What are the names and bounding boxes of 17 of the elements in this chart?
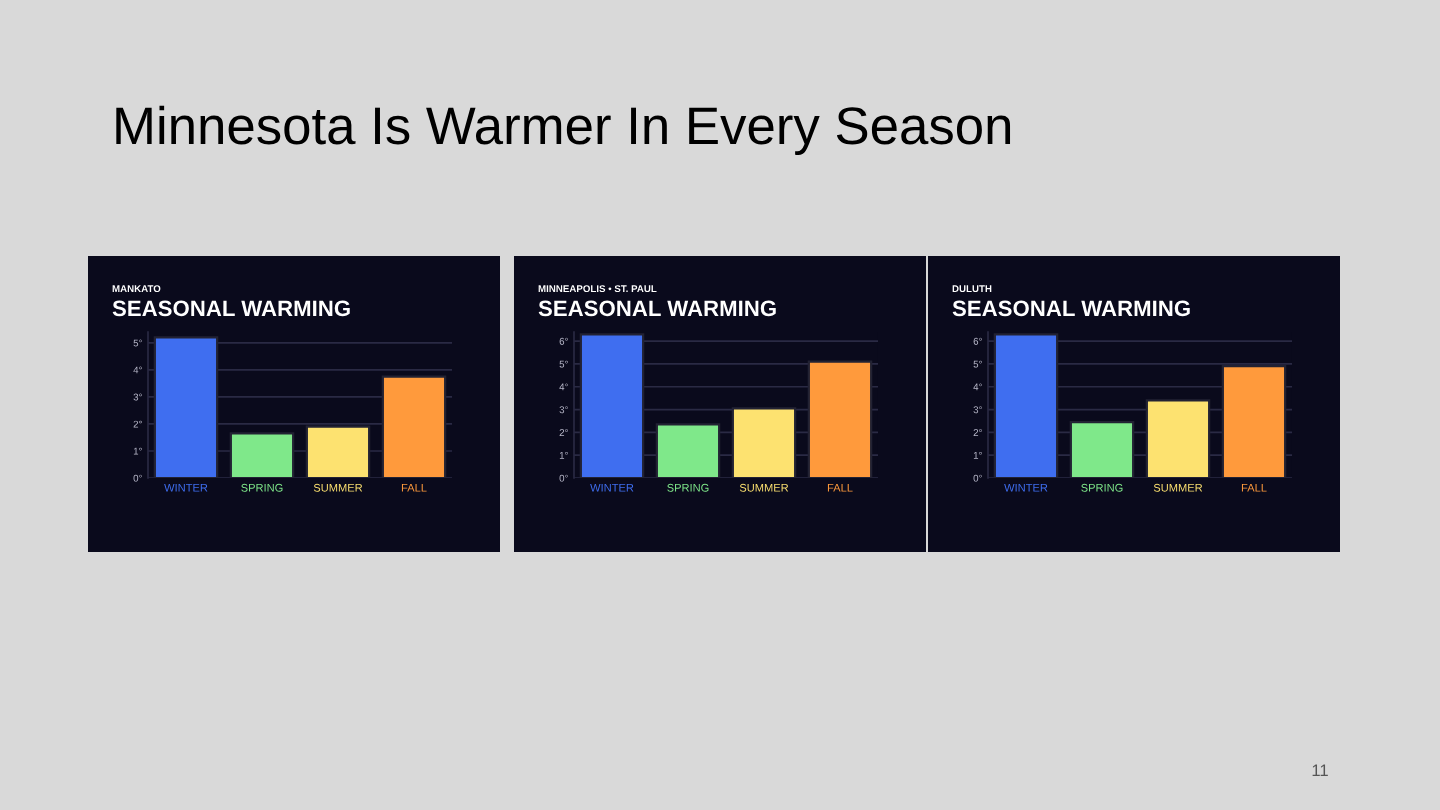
bar (381, 375, 447, 478)
bar (807, 360, 873, 478)
bar (655, 423, 721, 478)
bar (305, 425, 371, 478)
bar (993, 333, 1059, 478)
chart-title: SEASONAL WARMING (112, 300, 350, 317)
bar (153, 336, 219, 478)
bar (1069, 421, 1135, 478)
bar (1145, 399, 1211, 478)
text: 11 (1312, 764, 1328, 776)
bar (579, 333, 645, 478)
bar (1221, 365, 1287, 478)
bar (731, 407, 797, 478)
bar (229, 432, 295, 478)
text: Minnesota Is Warmer In Every Season (116, 105, 1011, 155)
chart-title: SEASONAL WARMING (538, 300, 776, 317)
chart-title: SEASONAL WARMING (952, 300, 1190, 317)
